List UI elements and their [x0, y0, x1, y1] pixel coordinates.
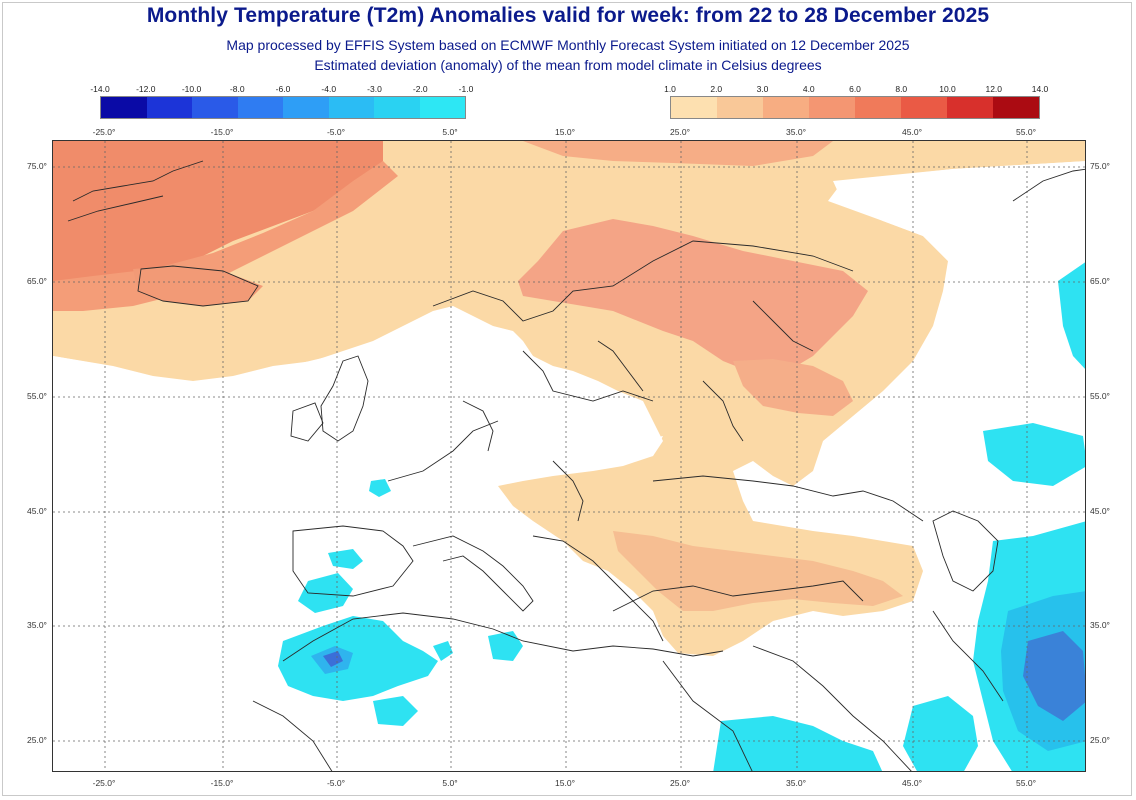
legend_positive-tick: 6.0: [849, 84, 861, 94]
legend_negative-swatch: [237, 97, 283, 118]
cool-anomaly-ural-east: [1058, 262, 1085, 369]
legend_positive-swatch: [855, 97, 901, 118]
warm-anomaly-scandinavia: [518, 219, 868, 373]
cool-anomaly-bay-of-biscay: [369, 479, 391, 497]
warm-anomaly-balkans-turkey: [613, 531, 903, 611]
legend-negative-anomalies: -14.0 -12.0 -10.0 -8.0 -6.0 -4.0 -3.0 -2.0 -1.0: [90, 84, 473, 119]
legend-positive-colorbar: [670, 96, 1040, 119]
cool-anomaly-tunisia: [488, 631, 523, 661]
legend_negative-tick: -2.0: [412, 84, 428, 94]
legend_positive-tick: 1.0: [664, 84, 676, 94]
cool-anomaly-iberia: [298, 573, 353, 613]
legend_negative-swatch: [374, 97, 420, 118]
latitude-label-right: 55.0°: [1090, 391, 1110, 401]
warm-anomaly-strong-greenland: [53, 141, 383, 281]
legend_negative-tick: -10.0: [181, 84, 202, 94]
longitude-label-bottom: 45.0°: [902, 778, 922, 788]
legend_negative-swatch: [101, 97, 147, 118]
legend_positive-swatch: [763, 97, 809, 118]
cool-anomaly-sahara-south: [713, 716, 883, 771]
neutral-western-europe: [53, 311, 672, 771]
legend_negative-tick: -14.0: [90, 84, 110, 94]
latitude-label-left: 55.0°: [27, 391, 47, 401]
legend_negative-swatch: [283, 97, 329, 118]
latitude-label-right: 25.0°: [1090, 735, 1110, 745]
legend_positive-tick: 2.0: [710, 84, 723, 94]
legend-negative-ticks: -14.0 -12.0 -10.0 -8.0 -6.0 -4.0 -3.0 -2.0 -1.0: [90, 84, 473, 96]
latitude-label-left: 25.0°: [27, 735, 47, 745]
legend_positive-tick: 14.0: [1031, 84, 1049, 94]
cool-anomaly-saudi: [903, 696, 978, 771]
latitude-label-right: 45.0°: [1090, 506, 1110, 516]
legend_positive-swatch: [717, 97, 763, 118]
longitude-label-top: -5.0°: [326, 127, 346, 137]
legend_negative-swatch: [192, 97, 238, 118]
longitude-label-top: 45.0°: [902, 127, 922, 137]
legend_negative-swatch: [328, 97, 374, 118]
longitude-label-top: -15.0°: [210, 127, 234, 137]
legend_positive-swatch: [901, 97, 947, 118]
longitude-label-top: 5.0°: [442, 127, 458, 137]
warm-anomaly-western-russia: [733, 359, 853, 416]
longitude-label-bottom: -5.0°: [326, 778, 346, 788]
cool-anomaly-kazakhstan-north: [983, 423, 1085, 486]
cool-anomaly-iberia-west: [328, 549, 363, 569]
anomaly-map: [52, 140, 1086, 772]
map-title: Monthly Temperature (T2m) Anomalies vali…: [146, 4, 990, 27]
legend_positive-tick: 3.0: [756, 84, 769, 94]
warm-anomaly-iceland: [133, 266, 263, 306]
cool-anomaly-iran-strong: [1023, 631, 1085, 721]
legend_positive-tick: 4.0: [802, 84, 815, 94]
legend_negative-tick: -1.0: [458, 84, 474, 94]
longitude-label-bottom: 55.0°: [1016, 778, 1036, 788]
legend_positive-swatch: [947, 97, 993, 118]
legend_positive-tick: 12.0: [985, 84, 1003, 94]
longitude-label-bottom: 5.0°: [442, 778, 458, 788]
lat-lon-grid: [53, 141, 1085, 771]
longitude-label-top: 15.0°: [555, 127, 575, 137]
legend_positive-tick: 8.0: [895, 84, 908, 94]
longitude-label-bottom: 25.0°: [670, 778, 690, 788]
longitude-label-bottom: -25.0°: [92, 778, 116, 788]
longitude-label-top: 55.0°: [1016, 127, 1036, 137]
legend_negative-tick: -4.0: [321, 84, 337, 94]
map-subtitle-units: Estimated deviation (anomaly) of the mea…: [314, 57, 822, 73]
longitude-label-top: 25.0°: [670, 127, 690, 137]
longitude-label-bottom: 15.0°: [555, 778, 575, 788]
cool-anomaly-algeria-east: [433, 641, 453, 661]
longitude-label-bottom: -15.0°: [210, 778, 234, 788]
latitude-label-right: 35.0°: [1090, 620, 1110, 630]
legend_positive-swatch: [809, 97, 855, 118]
legend_negative-tick: -3.0: [367, 84, 382, 94]
legend-positive-anomalies: 1.0 2.0 3.0 4.0 6.0 8.0 10.0 12.0 14.0: [664, 84, 1048, 119]
longitude-label-top: 35.0°: [786, 127, 806, 137]
legend-negative-colorbar: [100, 96, 466, 119]
latitude-label-left: 35.0°: [27, 620, 47, 630]
legend_negative-tick: -6.0: [275, 84, 291, 94]
coastlines-and-borders: [67, 160, 1085, 771]
cool-anomaly-sahara-west: [373, 696, 418, 726]
longitude-label-bottom: 35.0°: [786, 778, 806, 788]
latitude-label-left: 65.0°: [27, 276, 47, 286]
legend_positive-tick: 10.0: [939, 84, 956, 94]
latitude-label-left: 45.0°: [27, 506, 47, 516]
warm-anomaly-barents-top: [523, 141, 833, 166]
anomaly-map-svg: [53, 141, 1085, 771]
map-subtitle-processing: Map processed by EFFIS System based on E…: [226, 37, 910, 53]
neutral-russia-east: [833, 161, 1085, 291]
legend-positive-ticks: 1.0 2.0 3.0 4.0 6.0 8.0 10.0 12.0 14.0: [664, 84, 1048, 96]
longitude-label-top: -25.0°: [92, 127, 116, 137]
cool-anomaly-atlas-strong: [323, 651, 343, 667]
latitude-label-right: 65.0°: [1090, 276, 1110, 286]
latitude-label-right: 75.0°: [1090, 161, 1110, 171]
latitude-label-left: 75.0°: [27, 161, 47, 171]
cool-anomaly-morocco-algeria: [278, 616, 438, 701]
legend_negative-tick: -12.0: [136, 84, 156, 94]
legend_negative-tick: -8.0: [229, 84, 245, 94]
legend_negative-swatch: [146, 97, 192, 118]
legend_positive-swatch: [671, 97, 717, 118]
legend_negative-swatch: [419, 97, 465, 118]
legend_positive-swatch: [993, 97, 1039, 118]
